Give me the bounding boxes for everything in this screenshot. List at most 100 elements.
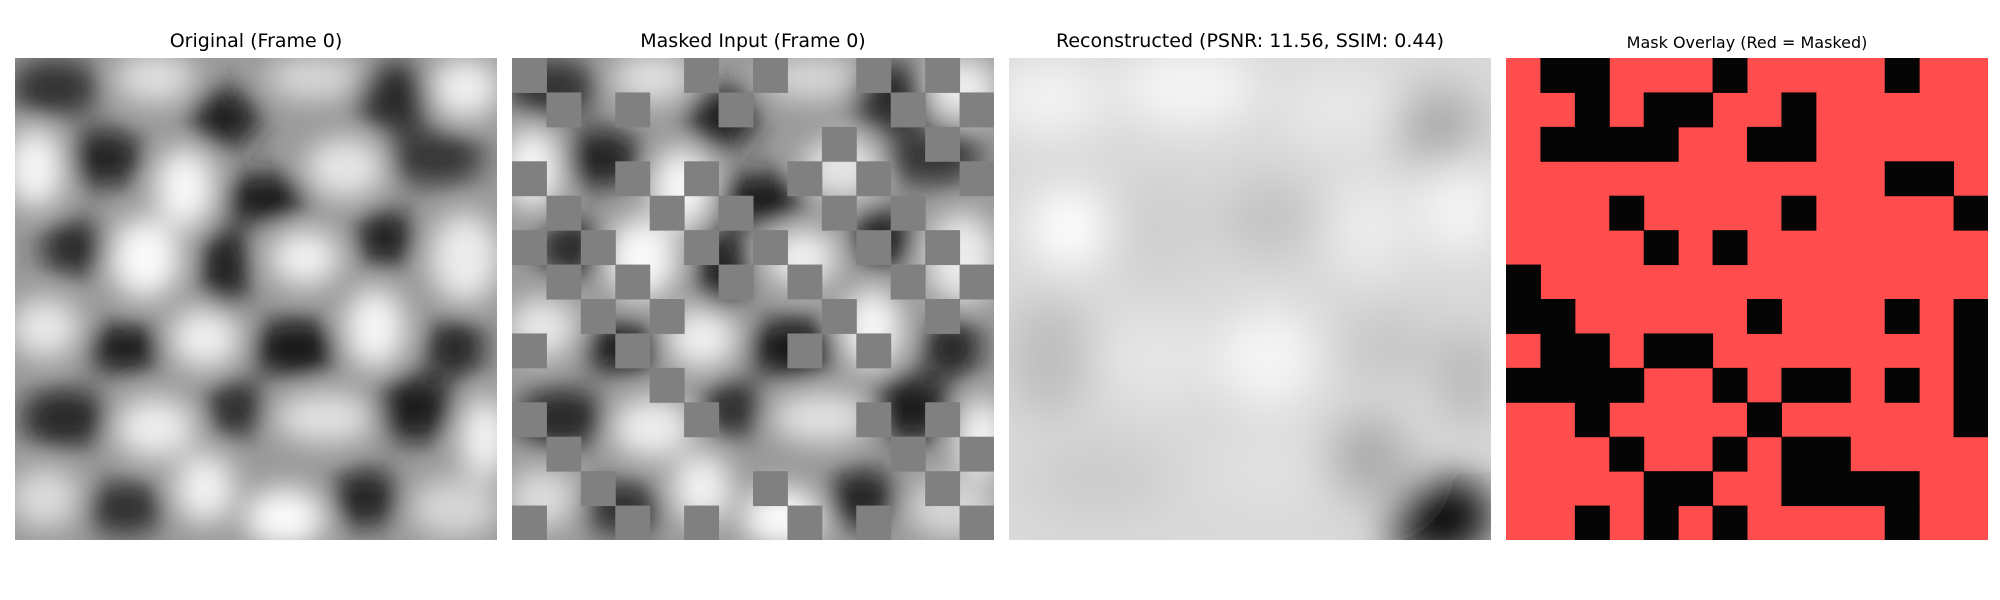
reconstructed-image bbox=[1009, 58, 1491, 540]
masked-patch bbox=[649, 299, 685, 334]
unmasked-cell bbox=[1678, 333, 1714, 369]
masked-patch bbox=[546, 264, 582, 300]
masked-patch bbox=[821, 195, 857, 231]
unmasked-cell bbox=[1953, 333, 1988, 369]
unmasked-cell bbox=[1781, 126, 1817, 162]
unmasked-cell bbox=[1884, 161, 1920, 197]
masked-input-image bbox=[512, 58, 994, 540]
masked-patch bbox=[890, 436, 926, 472]
unmasked-cell bbox=[1678, 471, 1714, 507]
masked-patch bbox=[787, 333, 823, 369]
masked-patch bbox=[649, 195, 685, 231]
masked-patch bbox=[925, 230, 961, 266]
masked-patch bbox=[546, 92, 582, 128]
unmasked-cell bbox=[1781, 367, 1817, 403]
unmasked-cell bbox=[1747, 126, 1782, 162]
unmasked-cell bbox=[1884, 367, 1920, 403]
unmasked-cell bbox=[1781, 436, 1817, 472]
masked-patch bbox=[512, 402, 547, 438]
masked-patch bbox=[753, 58, 788, 93]
unmasked-cell bbox=[1643, 230, 1679, 266]
unmasked-cell bbox=[1884, 471, 1920, 507]
panel-title-mask-overlay: Mask Overlay (Red = Masked) bbox=[1626, 33, 1868, 52]
panel-title-masked-input: Masked Input (Frame 0) bbox=[640, 30, 866, 52]
masked-patch bbox=[787, 264, 823, 300]
unmasked-cell bbox=[1884, 58, 1920, 93]
masked-patch bbox=[718, 92, 754, 128]
masked-patch bbox=[615, 92, 651, 128]
unmasked-cell bbox=[1643, 471, 1679, 507]
masked-patch bbox=[925, 58, 961, 93]
unmasked-cell bbox=[1953, 367, 1988, 403]
masked-patch bbox=[580, 230, 616, 266]
masked-patch bbox=[890, 264, 926, 300]
masked-patch bbox=[718, 264, 754, 300]
unmasked-cell bbox=[1712, 58, 1748, 93]
masked-patch bbox=[546, 195, 582, 231]
unmasked-cell bbox=[1953, 402, 1988, 438]
masked-patch bbox=[649, 367, 685, 403]
masked-patch bbox=[925, 299, 961, 334]
unmasked-cell bbox=[1953, 299, 1988, 334]
masked-patch bbox=[615, 264, 651, 300]
panel-mask-overlay: Mask Overlay (Red = Masked) bbox=[1506, 0, 1988, 600]
unmasked-cell bbox=[1712, 436, 1748, 472]
unmasked-cell bbox=[1540, 333, 1576, 369]
unmasked-cell bbox=[1574, 126, 1610, 162]
unmasked-cell bbox=[1609, 126, 1645, 162]
masked-input-texture bbox=[512, 58, 994, 540]
masked-patch bbox=[684, 402, 720, 438]
masked-patch bbox=[959, 505, 994, 540]
masked-patch bbox=[787, 161, 823, 197]
masked-patch bbox=[959, 92, 994, 128]
masked-patch bbox=[787, 505, 823, 540]
unmasked-cell bbox=[1850, 471, 1886, 507]
masked-patch bbox=[615, 161, 651, 197]
masked-patch bbox=[684, 230, 720, 266]
masked-patch bbox=[856, 230, 892, 266]
unmasked-cell bbox=[1781, 92, 1817, 128]
unmasked-cell bbox=[1643, 126, 1679, 162]
masked-patch bbox=[925, 471, 961, 507]
masked-patch bbox=[856, 161, 892, 197]
masked-patch bbox=[890, 92, 926, 128]
panel-title-original: Original (Frame 0) bbox=[169, 30, 343, 52]
unmasked-cell bbox=[1747, 402, 1782, 438]
masked-patch bbox=[925, 126, 961, 162]
unmasked-cell bbox=[1919, 161, 1955, 197]
unmasked-cell bbox=[1712, 230, 1748, 266]
masked-patch bbox=[684, 58, 720, 93]
unmasked-cell bbox=[1609, 436, 1645, 472]
unmasked-cell bbox=[1643, 92, 1679, 128]
masked-patch bbox=[580, 299, 616, 334]
unmasked-cell bbox=[1884, 505, 1920, 540]
masked-patch bbox=[684, 505, 720, 540]
mask-overlay-image bbox=[1506, 58, 1988, 540]
masked-patch bbox=[512, 230, 547, 266]
unmasked-cell bbox=[1815, 436, 1851, 472]
unmasked-cell bbox=[1540, 367, 1576, 403]
unmasked-cell bbox=[1574, 333, 1610, 369]
unmasked-cell bbox=[1574, 367, 1610, 403]
reconstructed-texture bbox=[1009, 58, 1491, 540]
unmasked-cell bbox=[1643, 333, 1679, 369]
masked-patch bbox=[615, 333, 651, 369]
unmasked-cell bbox=[1506, 299, 1541, 334]
unmasked-cell bbox=[1574, 402, 1610, 438]
unmasked-cell bbox=[1643, 505, 1679, 540]
unmasked-cell bbox=[1712, 505, 1748, 540]
unmasked-cell bbox=[1540, 58, 1576, 93]
unmasked-cell bbox=[1609, 367, 1645, 403]
unmasked-cell bbox=[1815, 367, 1851, 403]
unmasked-cell bbox=[1953, 195, 1988, 231]
masked-patch bbox=[890, 195, 926, 231]
unmasked-cell bbox=[1506, 264, 1541, 300]
unmasked-cell bbox=[1540, 299, 1576, 334]
masked-patch bbox=[856, 505, 892, 540]
masked-patch bbox=[856, 333, 892, 369]
masked-patch bbox=[925, 402, 961, 438]
unmasked-cell bbox=[1781, 471, 1817, 507]
mask-overlay-grid bbox=[1506, 58, 1988, 540]
unmasked-cell bbox=[1506, 367, 1541, 403]
masked-patch bbox=[512, 505, 547, 540]
